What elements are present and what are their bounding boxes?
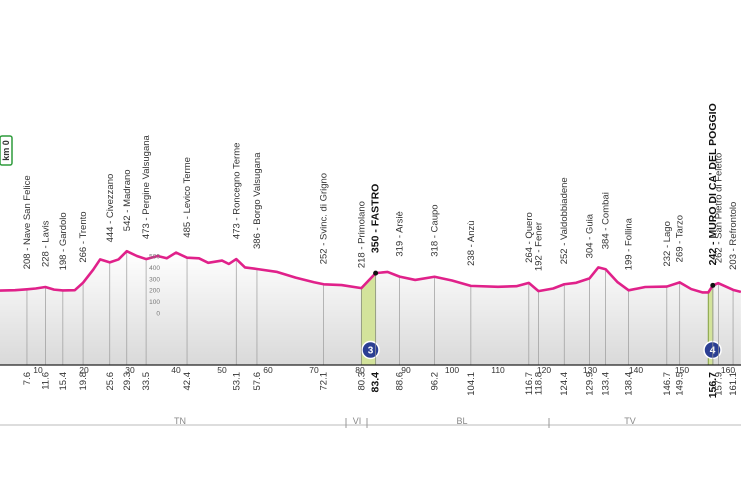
waypoint-km: 156.7 — [707, 372, 719, 398]
x-tick-label: 80 — [355, 365, 365, 375]
waypoint-label: 444 - Civezzano — [105, 174, 116, 243]
province-label: VI — [353, 416, 362, 426]
waypoint-label: 485 - Levico Terme — [182, 157, 193, 238]
x-tick-label: 110 — [491, 365, 505, 375]
climb-badge — [361, 340, 380, 360]
x-tick-label: 150 — [675, 365, 689, 375]
profile-line — [0, 249, 741, 294]
waypoint-label: 252 - Svinc. di Grigno — [319, 173, 330, 264]
waypoint-label: 304 - Guia — [585, 213, 596, 258]
waypoint-km: 25.6 — [105, 372, 116, 391]
waypoint-label: 318 - Caupo — [430, 204, 441, 256]
waypoint-label: 199 - Follina — [624, 217, 635, 270]
province-label: BL — [456, 416, 467, 426]
x-tick-label: 70 — [309, 365, 319, 375]
waypoint-label: 228 - Lavis — [40, 220, 51, 267]
altitude-scale-label: 300 — [149, 276, 160, 283]
waypoint-label: 252 - Valdobbiadene — [559, 177, 570, 264]
waypoint-km: 116.7 — [524, 372, 535, 395]
waypoint-label: 319 - Arsiè — [395, 211, 406, 256]
altitude-scale-label: 200 — [149, 288, 160, 295]
waypoint-label: 242 - MURO DI CA' DEL POGGIO — [707, 103, 719, 265]
waypoint-km: 118.8 — [533, 372, 544, 395]
waypoint-km: 57.6 — [252, 372, 263, 391]
x-tick-label: 20 — [79, 365, 89, 375]
waypoint-km: 72.1 — [319, 372, 330, 391]
waypoint-km: 29.3 — [122, 372, 133, 391]
waypoint-label: 198 - Gardolo — [58, 212, 69, 270]
waypoint-km: 129.9 — [585, 372, 596, 396]
province-label: TV — [624, 416, 636, 426]
waypoint-label: 473 - Roncegno Terme — [231, 143, 242, 239]
waypoint-km: 104.1 — [466, 372, 477, 396]
x-tick-label: 10 — [33, 365, 43, 375]
waypoint-label: 473 - Pergine Valsugana — [141, 134, 152, 239]
start-box — [0, 135, 13, 166]
x-tick-label: 50 — [217, 365, 227, 375]
altitude-scale-label: 100 — [149, 299, 160, 306]
x-tick-label: 40 — [171, 365, 181, 375]
waypoint-label: 384 - Combai — [601, 192, 612, 249]
altitude-scale-label: 500 — [149, 254, 160, 261]
x-tick-label: 30 — [125, 365, 135, 375]
waypoint-label: 203 - Refrontolo — [728, 202, 739, 270]
waypoint-label: 208 - Nave San Felice — [22, 175, 33, 269]
province-label: TN — [174, 416, 186, 426]
waypoint-km: 83.4 — [370, 372, 382, 393]
waypoint-label: 266 - Trento — [78, 211, 89, 262]
waypoint-km: 80.3 — [356, 372, 367, 391]
x-tick-label: 140 — [629, 365, 643, 375]
waypoint-km: 161.1 — [728, 372, 739, 396]
altitude-scale-label: 400 — [149, 265, 160, 272]
waypoint-km: 53.1 — [231, 372, 242, 391]
waypoint-label: 350 - FASTRO — [370, 184, 382, 253]
waypoint-km: 149.5 — [675, 372, 686, 396]
waypoint-km: 96.2 — [430, 372, 441, 391]
waypoint-km: 11.6 — [40, 372, 51, 390]
waypoint-label: 269 - Tarzo — [675, 215, 686, 262]
waypoint-km: 42.4 — [182, 372, 193, 391]
waypoint-km: 19.8 — [78, 372, 89, 391]
waypoint-label: 218 - Primolano — [356, 201, 367, 268]
x-tick-label: 160 — [721, 365, 735, 375]
altitude-scale-label: 0 — [156, 311, 160, 318]
x-tick-label: 90 — [401, 365, 411, 375]
waypoint-km: 33.5 — [141, 372, 152, 391]
x-tick-label: 60 — [263, 365, 273, 375]
waypoint-label: 192 - Fener — [533, 222, 544, 271]
waypoint-label: 264 - Quero — [524, 212, 535, 263]
summit-dot — [373, 270, 379, 276]
waypoint-km: 138.4 — [624, 372, 635, 396]
waypoint-label: 232 - Lago — [662, 221, 673, 266]
climb-number: 3 — [368, 346, 374, 357]
waypoint-km: 157.9 — [713, 372, 724, 396]
waypoint-km: 15.4 — [58, 372, 69, 391]
waypoint-label: 386 - Borgo Valsugana — [252, 152, 263, 249]
waypoint-km: 146.7 — [662, 372, 673, 396]
waypoint-km: 124.4 — [559, 372, 570, 396]
summit-dot — [710, 282, 716, 288]
x-tick-label: 100 — [445, 365, 459, 375]
waypoint-label: 542 - Madrano — [122, 169, 133, 231]
waypoint-label: 238 - Anzù — [466, 220, 477, 265]
waypoint-km: 88.6 — [395, 372, 406, 391]
x-tick-label: 120 — [537, 365, 551, 375]
start-label: km 0 — [1, 140, 11, 161]
x-tick-label: 130 — [583, 365, 597, 375]
waypoint-km: 133.4 — [601, 372, 612, 396]
waypoint-label: 262 - San Pietro di Feletto — [713, 153, 724, 263]
waypoint-km: 7.6 — [22, 372, 33, 385]
